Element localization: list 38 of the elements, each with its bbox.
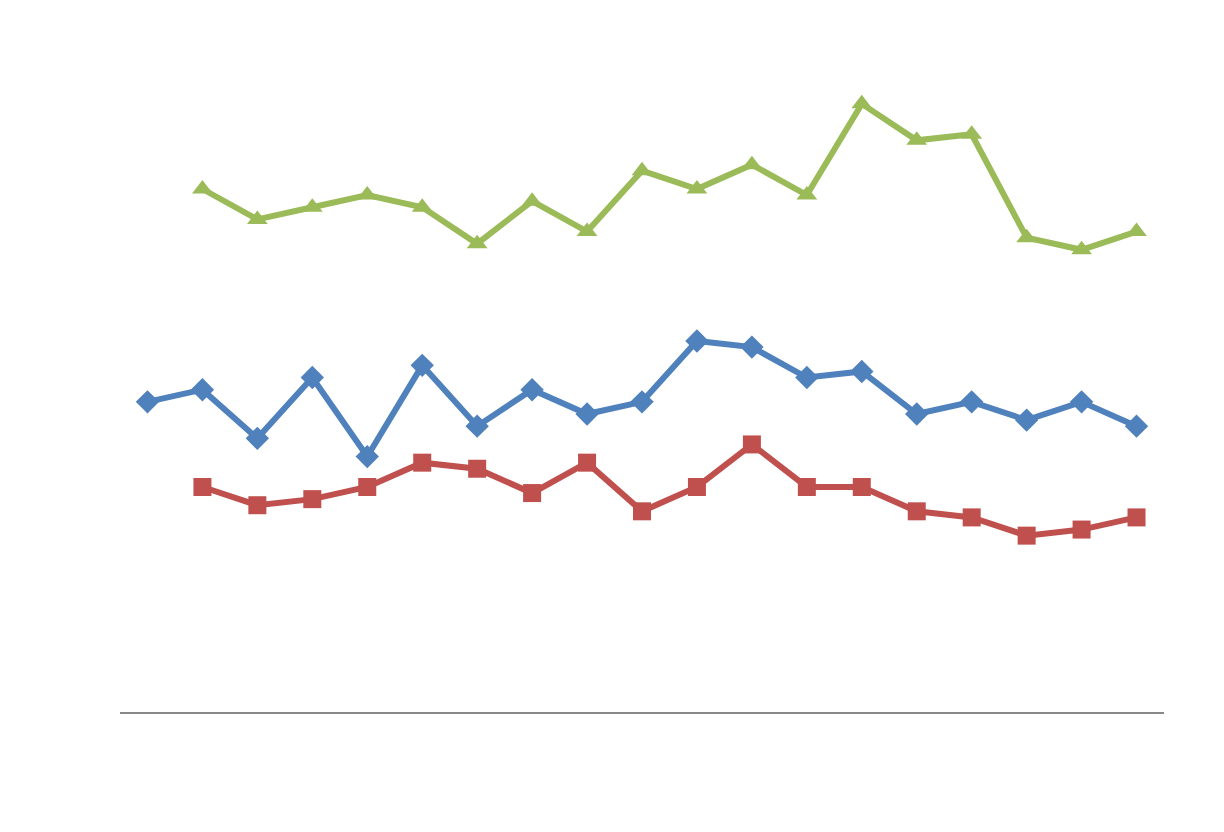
point (905, 402, 929, 426)
point (1017, 526, 1036, 545)
point (633, 502, 651, 521)
point (742, 435, 761, 454)
point (245, 426, 270, 451)
point (962, 508, 981, 527)
point (1071, 240, 1092, 255)
point (355, 444, 379, 469)
point (135, 390, 160, 414)
point (685, 329, 709, 353)
point (687, 477, 706, 496)
point (190, 377, 215, 402)
point (303, 490, 322, 509)
point (1069, 390, 1094, 414)
point (575, 402, 599, 426)
point (795, 365, 819, 390)
point (1127, 508, 1146, 527)
point (907, 502, 926, 521)
point (410, 353, 434, 378)
point (300, 365, 325, 390)
point (523, 484, 542, 503)
point (852, 477, 871, 496)
point (850, 359, 874, 384)
point (468, 459, 487, 478)
point (413, 453, 432, 472)
point (1014, 408, 1039, 432)
point (465, 414, 489, 438)
point (358, 477, 377, 496)
point (248, 496, 267, 515)
point (1072, 520, 1091, 539)
point (740, 335, 764, 359)
point (797, 477, 816, 496)
point (1124, 414, 1149, 438)
point (193, 477, 212, 496)
point (630, 390, 654, 414)
point (520, 377, 544, 402)
point (959, 390, 984, 414)
point (578, 453, 597, 472)
